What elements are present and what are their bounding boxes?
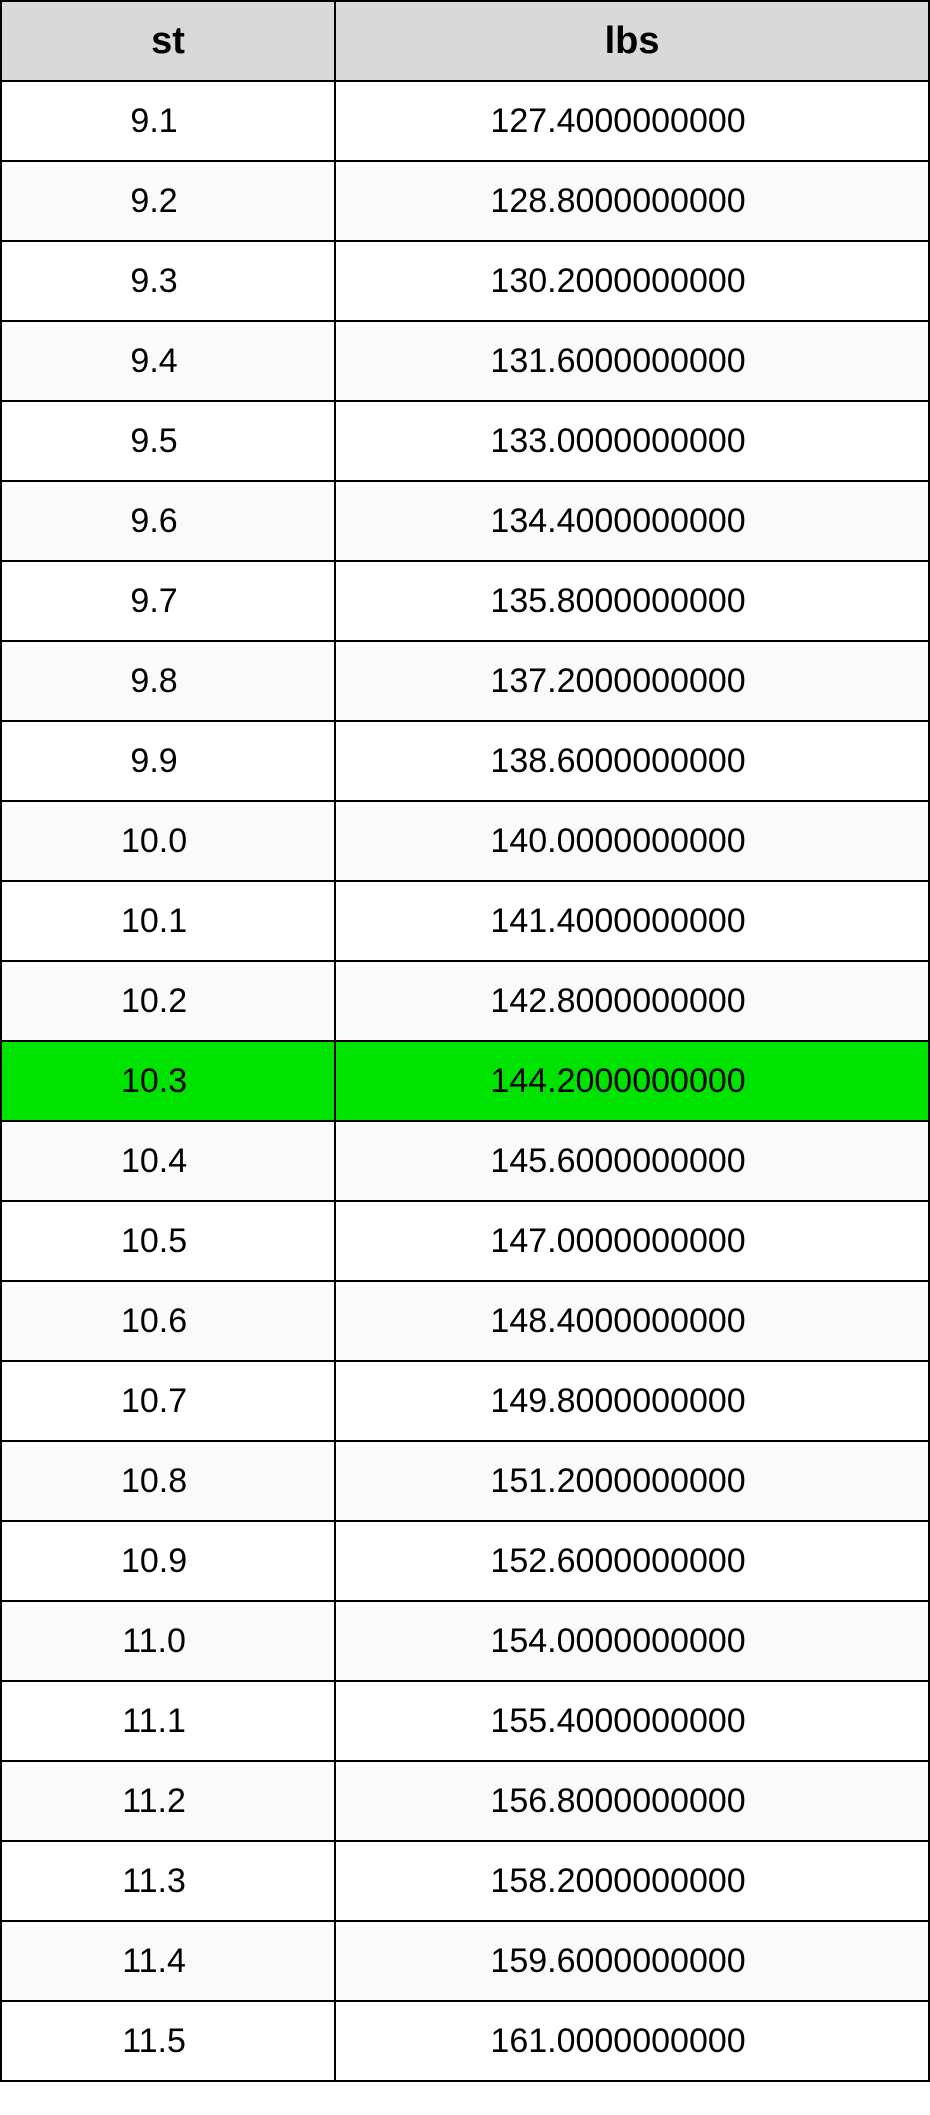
table-row: 9.7135.8000000000 (1, 561, 929, 641)
table-row: 11.2156.8000000000 (1, 1761, 929, 1841)
cell-st: 11.4 (1, 1921, 335, 2001)
cell-lbs: 155.4000000000 (335, 1681, 929, 1761)
table-row: 10.4145.6000000000 (1, 1121, 929, 1201)
conversion-table-container: st lbs 9.1127.40000000009.2128.800000000… (0, 0, 930, 2082)
cell-lbs: 152.6000000000 (335, 1521, 929, 1601)
cell-st: 9.1 (1, 81, 335, 161)
table-row: 9.3130.2000000000 (1, 241, 929, 321)
cell-st: 10.2 (1, 961, 335, 1041)
cell-st: 10.3 (1, 1041, 335, 1121)
cell-st: 11.1 (1, 1681, 335, 1761)
cell-st: 9.5 (1, 401, 335, 481)
cell-st: 9.9 (1, 721, 335, 801)
table-row: 11.5161.0000000000 (1, 2001, 929, 2081)
table-row: 10.7149.8000000000 (1, 1361, 929, 1441)
table-row: 10.8151.2000000000 (1, 1441, 929, 1521)
cell-lbs: 158.2000000000 (335, 1841, 929, 1921)
cell-lbs: 149.8000000000 (335, 1361, 929, 1441)
table-row: 9.4131.6000000000 (1, 321, 929, 401)
cell-lbs: 151.2000000000 (335, 1441, 929, 1521)
cell-lbs: 137.2000000000 (335, 641, 929, 721)
table-row: 9.1127.4000000000 (1, 81, 929, 161)
cell-st: 10.9 (1, 1521, 335, 1601)
cell-st: 11.5 (1, 2001, 335, 2081)
cell-st: 9.7 (1, 561, 335, 641)
cell-st: 10.1 (1, 881, 335, 961)
table-row: 9.5133.0000000000 (1, 401, 929, 481)
table-body: 9.1127.40000000009.2128.80000000009.3130… (1, 81, 929, 2081)
cell-st: 10.4 (1, 1121, 335, 1201)
cell-st: 9.3 (1, 241, 335, 321)
table-row: 10.3144.2000000000 (1, 1041, 929, 1121)
cell-st: 10.8 (1, 1441, 335, 1521)
cell-lbs: 131.6000000000 (335, 321, 929, 401)
table-row: 10.5147.0000000000 (1, 1201, 929, 1281)
table-row: 10.0140.0000000000 (1, 801, 929, 881)
cell-lbs: 135.8000000000 (335, 561, 929, 641)
column-header-lbs: lbs (335, 1, 929, 81)
table-row: 9.2128.8000000000 (1, 161, 929, 241)
cell-st: 9.4 (1, 321, 335, 401)
cell-lbs: 145.6000000000 (335, 1121, 929, 1201)
cell-lbs: 130.2000000000 (335, 241, 929, 321)
cell-st: 9.6 (1, 481, 335, 561)
cell-lbs: 140.0000000000 (335, 801, 929, 881)
cell-lbs: 127.4000000000 (335, 81, 929, 161)
cell-st: 9.2 (1, 161, 335, 241)
cell-st: 11.0 (1, 1601, 335, 1681)
table-row: 9.8137.2000000000 (1, 641, 929, 721)
table-row: 11.0154.0000000000 (1, 1601, 929, 1681)
table-row: 9.6134.4000000000 (1, 481, 929, 561)
cell-lbs: 148.4000000000 (335, 1281, 929, 1361)
table-row: 9.9138.6000000000 (1, 721, 929, 801)
cell-st: 11.3 (1, 1841, 335, 1921)
cell-lbs: 154.0000000000 (335, 1601, 929, 1681)
table-row: 11.4159.6000000000 (1, 1921, 929, 2001)
cell-st: 9.8 (1, 641, 335, 721)
cell-lbs: 159.6000000000 (335, 1921, 929, 2001)
cell-lbs: 144.2000000000 (335, 1041, 929, 1121)
table-header-row: st lbs (1, 1, 929, 81)
cell-lbs: 156.8000000000 (335, 1761, 929, 1841)
cell-lbs: 147.0000000000 (335, 1201, 929, 1281)
cell-lbs: 134.4000000000 (335, 481, 929, 561)
cell-lbs: 141.4000000000 (335, 881, 929, 961)
column-header-st: st (1, 1, 335, 81)
table-row: 10.1141.4000000000 (1, 881, 929, 961)
table-row: 10.6148.4000000000 (1, 1281, 929, 1361)
cell-st: 10.6 (1, 1281, 335, 1361)
table-row: 10.9152.6000000000 (1, 1521, 929, 1601)
table-row: 11.3158.2000000000 (1, 1841, 929, 1921)
conversion-table: st lbs 9.1127.40000000009.2128.800000000… (0, 0, 930, 2082)
cell-lbs: 161.0000000000 (335, 2001, 929, 2081)
cell-st: 10.7 (1, 1361, 335, 1441)
cell-lbs: 138.6000000000 (335, 721, 929, 801)
table-row: 10.2142.8000000000 (1, 961, 929, 1041)
cell-st: 11.2 (1, 1761, 335, 1841)
cell-lbs: 142.8000000000 (335, 961, 929, 1041)
table-header: st lbs (1, 1, 929, 81)
cell-lbs: 133.0000000000 (335, 401, 929, 481)
cell-st: 10.5 (1, 1201, 335, 1281)
table-row: 11.1155.4000000000 (1, 1681, 929, 1761)
cell-lbs: 128.8000000000 (335, 161, 929, 241)
cell-st: 10.0 (1, 801, 335, 881)
